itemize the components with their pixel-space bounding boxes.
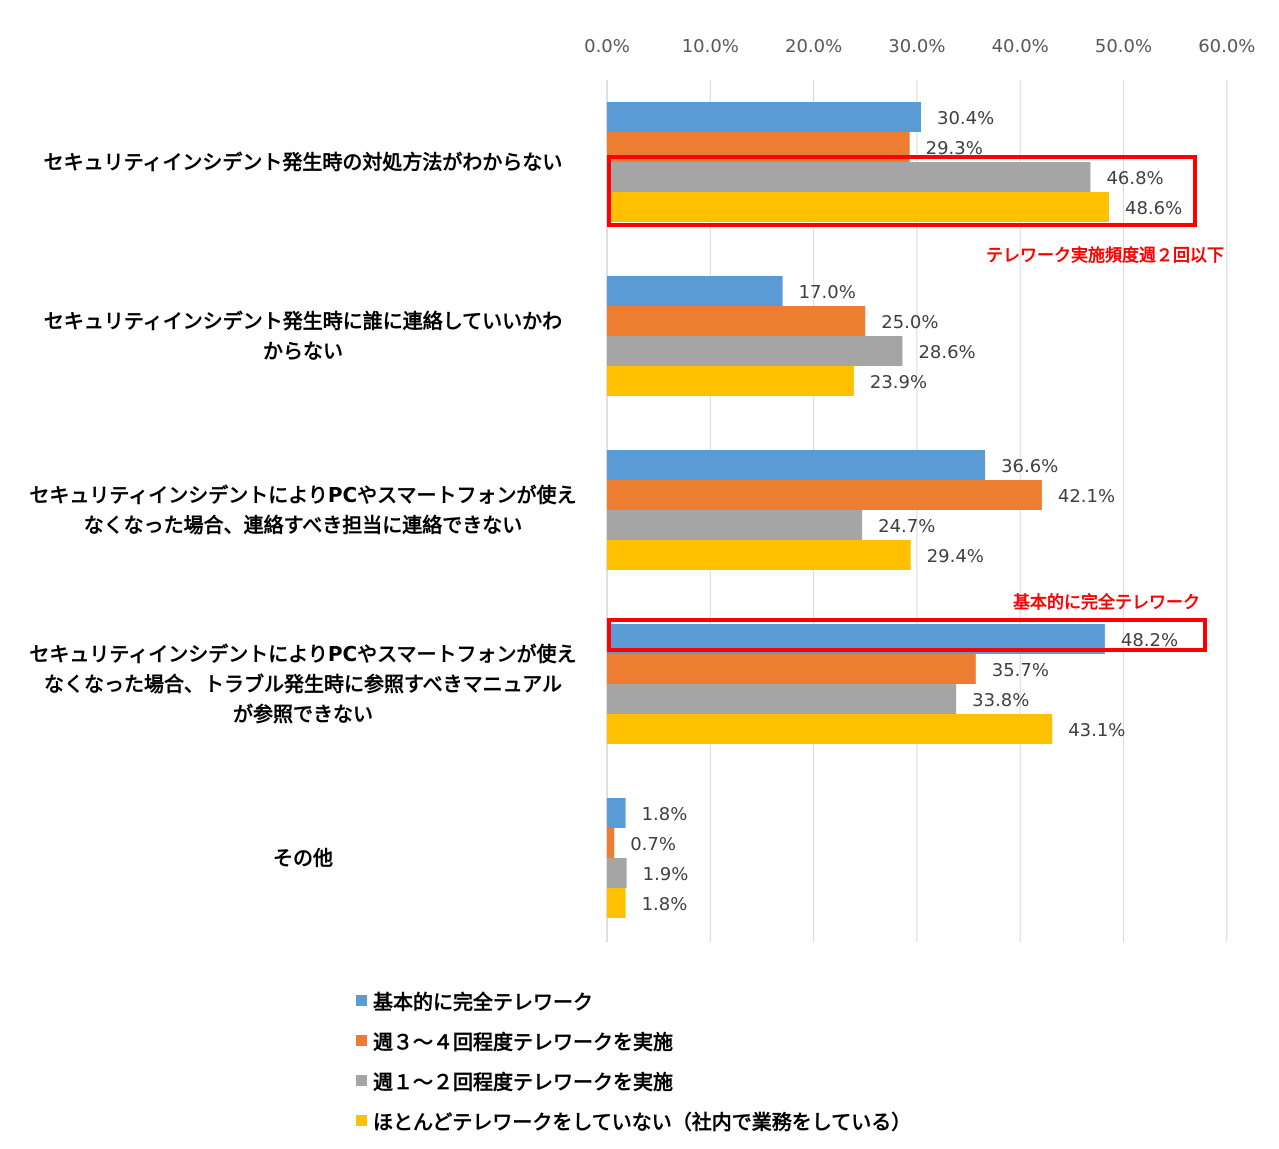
- highlight-box: [607, 618, 1207, 652]
- category-label-line: セキュリティインシデント発生時に誰に連絡していいかわ: [44, 309, 562, 333]
- bar: [607, 366, 854, 396]
- category-label-line: なくなった場合、連絡すべき担当に連絡できない: [84, 513, 523, 537]
- legend-swatch: [356, 1114, 367, 1126]
- bar: [607, 828, 615, 858]
- data-label: 24.7%: [878, 516, 935, 537]
- category-label-line: からない: [263, 339, 343, 363]
- bar: [607, 714, 1053, 744]
- bar: [607, 162, 1091, 192]
- bar-chart: 0.0% 10.0% 20.0% 30.0% 40.0% 50.0% 60.0% 30.4%…: [29, 36, 1255, 942]
- category-label-line: セキュリティインシデントによりPCやスマートフォンが使え: [29, 483, 576, 507]
- data-label: 29.3%: [926, 138, 983, 159]
- x-axis-ticks: 0.0% 10.0% 20.0% 30.0% 40.0% 50.0% 60.0%: [584, 36, 1255, 57]
- legend-item: 基本的に完全テレワーク: [356, 980, 911, 1020]
- category-label-line: が参照できない: [233, 702, 373, 726]
- data-label: 48.2%: [1121, 630, 1178, 651]
- category-label: セキュリティインシデントによりPCやスマートフォンが使えなくなった場合、トラブル…: [29, 642, 576, 726]
- x-tick-label: 30.0%: [888, 36, 945, 57]
- bar: [607, 102, 922, 132]
- legend-label: ほとんどテレワークをしていない（社内で業務をしている）: [373, 1109, 912, 1134]
- category-label: セキュリティインシデント発生時に誰に連絡していいかわからない: [44, 309, 562, 363]
- x-tick-label: 40.0%: [992, 36, 1049, 57]
- bar: [607, 540, 911, 570]
- category-label: その他: [273, 846, 333, 870]
- data-label: 36.6%: [1001, 456, 1058, 477]
- x-tick-label: 0.0%: [584, 36, 630, 57]
- x-tick-label: 50.0%: [1095, 36, 1152, 57]
- legend: 基本的に完全テレワーク週３～４回程度テレワークを実施 週１～２回程度テレワークを実…: [356, 980, 911, 1140]
- category-label-line: セキュリティインシデント発生時の対処方法がわからない: [44, 150, 563, 174]
- x-tick-label: 60.0%: [1198, 36, 1255, 57]
- legend-label: 週１～２回程度テレワークを実施: [373, 1069, 673, 1094]
- highlight-box: [607, 155, 1197, 227]
- data-label: 23.9%: [870, 372, 927, 393]
- data-labels: 30.4% 29.3% 46.8% 48.6% 17.0% 25.0% 28.6% 23.9%…: [630, 108, 1182, 915]
- category-labels: セキュリティインシデント発生時の対処方法がわからないセキュリティインシデント発生…: [29, 150, 576, 870]
- annotation-label: テレワーク実施頻度週２回以下: [986, 245, 1224, 266]
- annotation-label: 基本的に完全テレワーク: [1012, 592, 1200, 613]
- bar: [607, 888, 626, 918]
- legend-label: 週３～４回程度テレワークを実施: [373, 1029, 673, 1054]
- category-label-line: なくなった場合、トラブル発生時に参照すべきマニュアル: [44, 672, 562, 696]
- legend-item: 週１～２回程度テレワークを実施: [356, 1060, 911, 1100]
- x-tick-label: 10.0%: [682, 36, 739, 57]
- data-label: 25.0%: [881, 312, 938, 333]
- x-tick-label: 20.0%: [785, 36, 842, 57]
- legend-item: ほとんどテレワークをしていない（社内で業務をしている）: [356, 1100, 911, 1140]
- data-label: 1.8%: [642, 894, 688, 915]
- data-label: 1.8%: [642, 804, 688, 825]
- bar: [607, 450, 986, 480]
- bar: [607, 192, 1110, 222]
- bar: [607, 654, 976, 684]
- bar: [607, 336, 903, 366]
- data-label: 33.8%: [972, 690, 1029, 711]
- data-label: 29.4%: [927, 546, 984, 567]
- data-label: 1.9%: [643, 864, 689, 885]
- legend-swatch: [356, 1074, 367, 1086]
- legend-swatch: [356, 994, 367, 1006]
- data-label: 42.1%: [1058, 486, 1115, 507]
- category-label: セキュリティインシデントによりPCやスマートフォンが使えなくなった場合、連絡すべ…: [29, 483, 576, 537]
- bar: [607, 510, 863, 540]
- bar: [607, 798, 626, 828]
- category-label: セキュリティインシデント発生時の対処方法がわからない: [44, 150, 563, 174]
- data-label: 48.6%: [1125, 198, 1182, 219]
- data-label: 30.4%: [937, 108, 994, 129]
- data-label: 17.0%: [799, 282, 856, 303]
- legend-label: 基本的に完全テレワーク: [373, 989, 593, 1014]
- data-label: 46.8%: [1106, 168, 1163, 189]
- category-label-line: セキュリティインシデントによりPCやスマートフォンが使え: [29, 642, 576, 666]
- bar: [607, 306, 866, 336]
- data-label: 43.1%: [1068, 720, 1125, 741]
- bar: [607, 276, 783, 306]
- category-label-line: その他: [273, 846, 333, 870]
- data-label: 35.7%: [992, 660, 1049, 681]
- bar: [607, 480, 1042, 510]
- bar: [607, 684, 957, 714]
- data-label: 0.7%: [630, 834, 676, 855]
- legend-swatch: [356, 1034, 367, 1046]
- data-label: 28.6%: [918, 342, 975, 363]
- bar: [607, 858, 627, 888]
- legend-item: 週３～４回程度テレワークを実施: [356, 1020, 911, 1060]
